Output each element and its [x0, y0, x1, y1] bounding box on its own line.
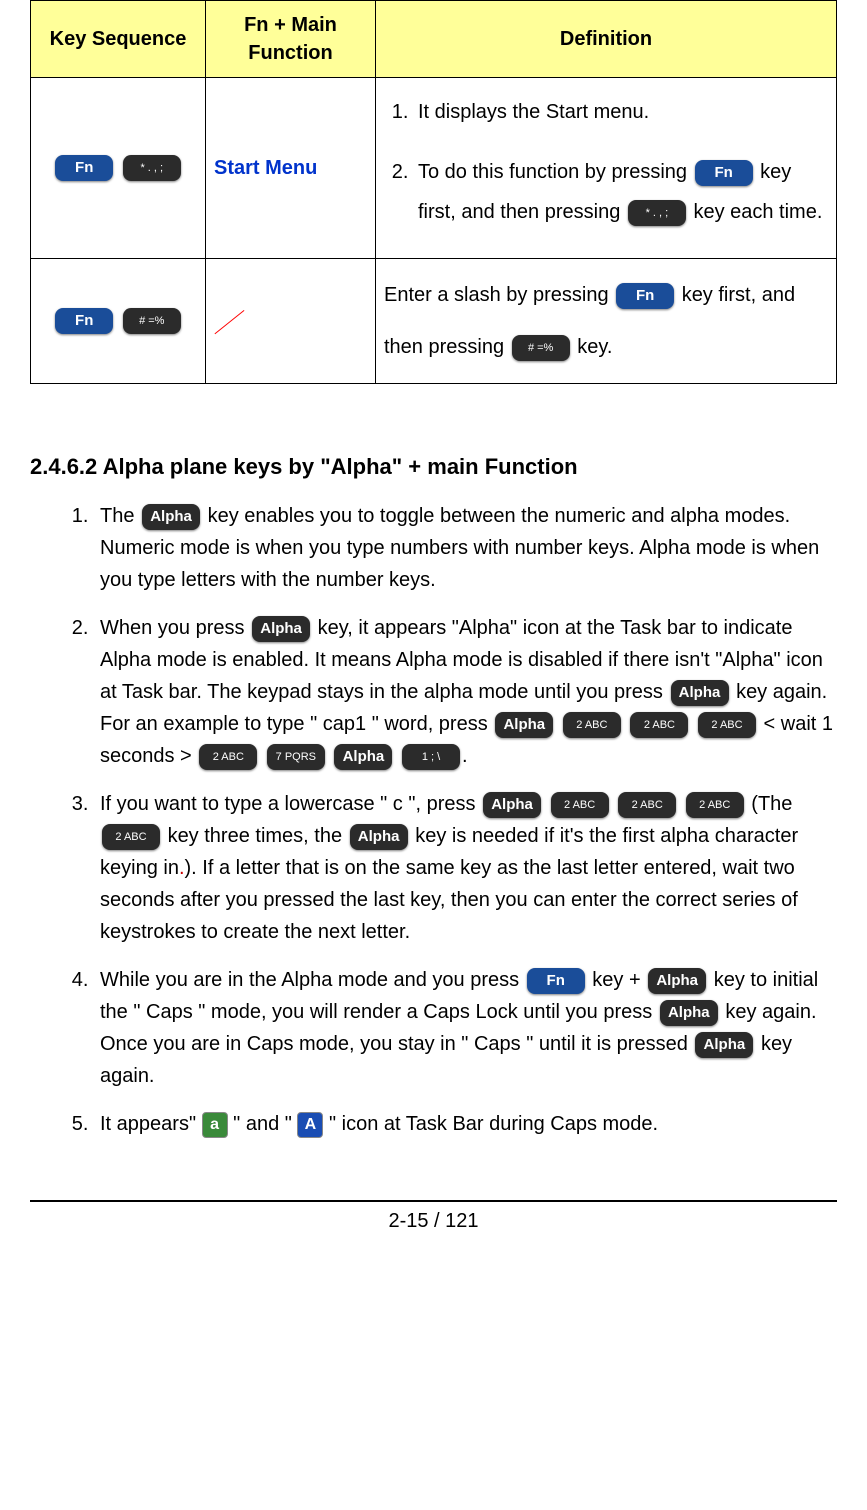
list-item: While you are in the Alpha mode and you …	[94, 958, 837, 1102]
num2-key-icon: 2 ABC	[102, 824, 160, 850]
cell-key-sequence: Fn # =%	[31, 259, 206, 384]
caps-lowercase-icon: a	[202, 1112, 228, 1138]
header-key-sequence: Key Sequence	[31, 1, 206, 78]
body-text: key enables you to toggle between the nu…	[100, 505, 819, 591]
hash-key-icon: # =%	[512, 335, 570, 361]
num2-key-icon: 2 ABC	[686, 792, 744, 818]
cell-fn-main: ／	[206, 259, 376, 384]
body-text: " icon at Task Bar during Caps mode.	[329, 1113, 658, 1135]
cell-fn-main: Start Menu	[206, 78, 376, 259]
body-text: The	[100, 505, 140, 527]
table-header-row: Key Sequence Fn + Main Function Definiti…	[31, 1, 837, 78]
fn-key-icon: Fn	[616, 283, 674, 309]
alpha-key-icon: Alpha	[334, 744, 392, 770]
alpha-key-icon: Alpha	[495, 712, 553, 738]
cell-definition: Enter a slash by pressing Fn key first, …	[376, 259, 837, 384]
table-row: Fn # =% ／ Enter a slash by pressing Fn k…	[31, 259, 837, 384]
num2-key-icon: 2 ABC	[630, 712, 688, 738]
alpha-key-icon: Alpha	[483, 792, 541, 818]
body-text: It appears"	[100, 1113, 202, 1135]
def-text: key.	[577, 336, 612, 358]
list-item: It appears" a " and " A " icon at Task B…	[94, 1102, 837, 1150]
body-text: When you press	[100, 617, 250, 639]
body-text: " and "	[233, 1113, 297, 1135]
body-list: The Alpha key enables you to toggle betw…	[30, 494, 837, 1150]
body-text: .	[462, 745, 468, 767]
body-text: key three times, the	[168, 825, 348, 847]
num2-key-icon: 2 ABC	[199, 744, 257, 770]
alpha-key-icon: Alpha	[695, 1032, 753, 1058]
alpha-key-icon: Alpha	[350, 824, 408, 850]
fn-key-icon: Fn	[695, 160, 753, 186]
key-sequence-table: Key Sequence Fn + Main Function Definiti…	[30, 0, 837, 384]
table-row: Fn * . , ; Start Menu It displays the St…	[31, 78, 837, 259]
def-text: Enter a slash by pressing	[384, 284, 614, 306]
cell-definition: It displays the Start menu. To do this f…	[376, 78, 837, 259]
slash-label: ／	[214, 309, 240, 338]
num2-key-icon: 2 ABC	[563, 712, 621, 738]
alpha-key-icon: Alpha	[671, 680, 729, 706]
asterisk-key-icon: * . , ;	[628, 200, 686, 226]
num2-key-icon: 2 ABC	[698, 712, 756, 738]
num1-key-icon: 1 ; \	[402, 744, 460, 770]
alpha-key-icon: Alpha	[252, 616, 310, 642]
alpha-key-icon: Alpha	[648, 968, 706, 994]
num2-key-icon: 2 ABC	[618, 792, 676, 818]
num2-key-icon: 2 ABC	[551, 792, 609, 818]
alpha-key-icon: Alpha	[660, 1000, 718, 1026]
page-number: 2-15 / 121	[30, 1202, 837, 1257]
body-text: While you are in the Alpha mode and you …	[100, 969, 525, 991]
def-item: It displays the Start menu.	[414, 88, 828, 148]
fn-key-icon: Fn	[55, 155, 113, 181]
def-item: To do this function by pressing Fn key f…	[414, 148, 828, 248]
header-fn-main: Fn + Main Function	[206, 1, 376, 78]
asterisk-key-icon: * . , ;	[123, 155, 181, 181]
def-text: To do this function by pressing	[418, 161, 693, 183]
header-definition: Definition	[376, 1, 837, 78]
cell-key-sequence: Fn * . , ;	[31, 78, 206, 259]
body-text: ). If a letter that is on the same key a…	[100, 857, 798, 943]
fn-key-icon: Fn	[527, 968, 585, 994]
hash-key-icon: # =%	[123, 308, 181, 334]
def-text: key each time.	[693, 201, 822, 223]
caps-uppercase-icon: A	[297, 1112, 323, 1138]
list-item: The Alpha key enables you to toggle betw…	[94, 494, 837, 606]
section-heading: 2.4.6.2 Alpha plane keys by "Alpha" + ma…	[30, 454, 837, 480]
body-text: key +	[592, 969, 646, 991]
fn-key-icon: Fn	[55, 308, 113, 334]
alpha-key-icon: Alpha	[142, 504, 200, 530]
list-item: When you press Alpha key, it appears "Al…	[94, 606, 837, 782]
num7-key-icon: 7 PQRS	[267, 744, 325, 770]
body-text: If you want to type a lowercase " c ", p…	[100, 793, 481, 815]
body-text: (The	[751, 793, 792, 815]
page: Key Sequence Fn + Main Function Definiti…	[0, 0, 867, 1510]
list-item: If you want to type a lowercase " c ", p…	[94, 782, 837, 958]
